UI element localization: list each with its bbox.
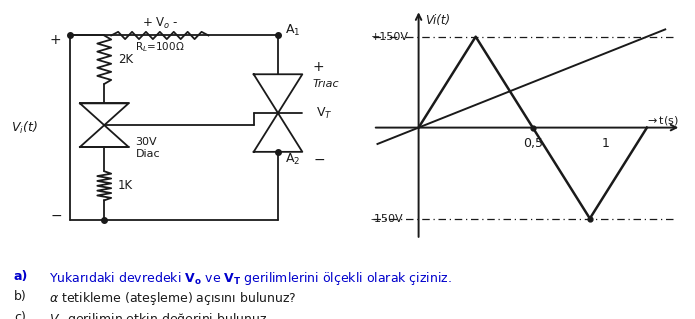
Text: 2K: 2K: [118, 53, 133, 66]
Text: 1K: 1K: [118, 179, 133, 192]
Text: V$_T$: V$_T$: [316, 106, 333, 121]
Text: a): a): [14, 270, 28, 283]
Text: $\rightarrow$t(s): $\rightarrow$t(s): [646, 114, 679, 127]
Text: b): b): [14, 290, 26, 303]
Text: Yukarıdaki devredeki $\mathbf{V_o}$ ve $\mathbf{V_T}$ gerilimlerini ölçekli olar: Yukarıdaki devredeki $\mathbf{V_o}$ ve $…: [49, 270, 452, 286]
Text: $V_o$ gerilimin etkin değerini bulunuz.: $V_o$ gerilimin etkin değerini bulunuz.: [49, 311, 270, 319]
Text: +: +: [313, 60, 325, 74]
Text: $-$: $-$: [49, 208, 62, 222]
Text: Trıac: Trıac: [313, 79, 339, 89]
Text: -150V: -150V: [370, 213, 403, 224]
Text: $-$: $-$: [313, 152, 325, 166]
Text: V$_i$(t): V$_i$(t): [11, 120, 38, 136]
Text: + V$_o$ -: + V$_o$ -: [142, 16, 178, 31]
Text: 30V
Diac: 30V Diac: [136, 137, 160, 159]
Text: $\alpha$ tetikleme (ateşleme) açısını bulunuz?: $\alpha$ tetikleme (ateşleme) açısını bu…: [49, 290, 296, 307]
Text: +: +: [50, 33, 61, 47]
Text: A$_2$: A$_2$: [285, 152, 300, 167]
Text: +150V: +150V: [370, 32, 409, 42]
Text: c): c): [14, 311, 26, 319]
Text: 1: 1: [602, 137, 610, 150]
Text: Vi(t): Vi(t): [425, 14, 450, 27]
Text: 0,5: 0,5: [523, 137, 543, 150]
Text: R$_L$=100Ω: R$_L$=100Ω: [135, 41, 185, 55]
Text: A$_1$: A$_1$: [285, 23, 300, 38]
